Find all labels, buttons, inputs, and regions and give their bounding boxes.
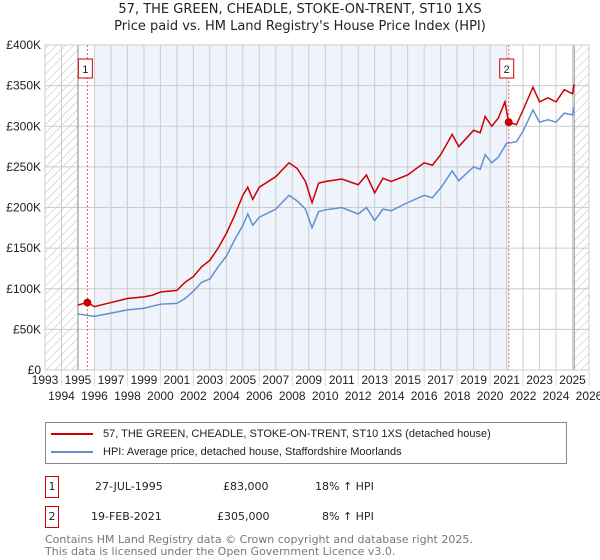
legend-item-hpi: HPI: Average price, detached house, Staf… — [51, 444, 402, 460]
legend-swatch-blue — [51, 451, 93, 453]
x-tick-label: 2001 — [164, 373, 191, 387]
sale-badge-label: 2 — [504, 64, 510, 76]
x-tick-label: 2007 — [262, 373, 289, 387]
y-tick-label: £150K — [6, 241, 41, 255]
x-tick-label: 2020 — [477, 389, 504, 403]
legend-label: 57, THE GREEN, CHEADLE, STOKE-ON-TRENT, … — [103, 428, 491, 440]
y-tick-label: £200K — [6, 201, 41, 215]
x-tick-label: 2025 — [559, 373, 586, 387]
x-tick-label: 2003 — [196, 373, 223, 387]
x-tick-label: 1997 — [98, 373, 125, 387]
y-tick-label: £400K — [6, 38, 41, 52]
footer-licence: This data is licensed under the Open Gov… — [45, 545, 396, 558]
footer-copyright: Contains HM Land Registry data © Crown c… — [45, 533, 473, 546]
x-tick-label: 2002 — [180, 389, 207, 403]
x-tick-label: 2013 — [361, 373, 388, 387]
x-tick-label: 2010 — [312, 389, 339, 403]
y-tick-label: £300K — [6, 119, 41, 133]
x-tick-label: 2016 — [411, 389, 438, 403]
y-tick-label: £100K — [6, 282, 41, 296]
x-tick-label: 1995 — [65, 373, 92, 387]
x-tick-label: 2005 — [229, 373, 256, 387]
hpi-line — [77, 106, 575, 318]
x-tick-label: 2011 — [329, 373, 355, 387]
x-tick-label: 1994 — [48, 389, 75, 403]
x-tick-label: 1993 — [32, 373, 59, 387]
x-tick-label: 2009 — [295, 373, 322, 387]
legend: 57, THE GREEN, CHEADLE, STOKE-ON-TRENT, … — [45, 422, 567, 464]
x-tick-label: 2014 — [378, 389, 405, 403]
legend-swatch-red — [51, 433, 93, 435]
x-tick-label: 2018 — [444, 389, 471, 403]
legend-item-property: 57, THE GREEN, CHEADLE, STOKE-ON-TRENT, … — [51, 426, 491, 442]
x-tick-label: 2000 — [147, 389, 174, 403]
sale-badge — [499, 58, 515, 79]
legend-label: HPI: Average price, detached house, Staf… — [103, 446, 402, 458]
sale-point — [504, 118, 513, 127]
y-tick-label: £250K — [6, 160, 41, 174]
x-tick-label: 2019 — [460, 373, 487, 387]
transaction-date: 19-FEB-2021 — [91, 510, 162, 523]
chart-subtitle: Price paid vs. HM Land Registry's House … — [114, 19, 486, 34]
transaction-row: 2 19-FEB-2021 £305,000 8% ↑ HPI — [45, 506, 445, 528]
transaction-row: 1 27-JUL-1995 £83,000 18% ↑ HPI — [45, 476, 445, 498]
y-tick-label: £50K — [13, 322, 41, 336]
transaction-hpi-change: 18% ↑ HPI — [315, 480, 374, 493]
x-tick-label: 2008 — [279, 389, 306, 403]
x-tick-label: 2026 — [576, 389, 600, 403]
sale-badge — [77, 58, 93, 79]
x-tick-label: 2024 — [543, 389, 570, 403]
y-tick-label: £350K — [6, 79, 41, 93]
x-tick-label: 2006 — [246, 389, 273, 403]
x-tick-label: 1996 — [81, 389, 108, 403]
x-tick-label: 2012 — [345, 389, 372, 403]
transaction-badge: 1 — [45, 476, 59, 498]
x-tick-label: 2017 — [427, 373, 454, 387]
sale-point — [83, 298, 92, 307]
x-tick-label: 2023 — [526, 373, 553, 387]
transaction-date: 27-JUL-1995 — [95, 480, 163, 493]
x-tick-label: 2022 — [510, 389, 537, 403]
transaction-price: £305,000 — [217, 510, 270, 523]
x-tick-label: 2004 — [213, 389, 240, 403]
chart-title: 57, THE GREEN, CHEADLE, STOKE-ON-TRENT, … — [118, 2, 482, 17]
transaction-price: £83,000 — [223, 480, 269, 493]
sale-badge-label: 1 — [82, 64, 88, 76]
transaction-badge: 2 — [45, 506, 59, 528]
x-tick-label: 2015 — [394, 373, 421, 387]
x-tick-label: 1999 — [131, 373, 158, 387]
price-chart: 1 2 1993 1994 1995 1996 1997 1998 1999 2000 2001 20… — [6, 38, 600, 403]
y-tick-label: £0 — [28, 363, 42, 377]
plot-border — [44, 44, 590, 371]
transaction-hpi-change: 8% ↑ HPI — [322, 510, 374, 523]
x-tick-label: 2021 — [493, 373, 520, 387]
x-tick-label: 1998 — [114, 389, 141, 403]
